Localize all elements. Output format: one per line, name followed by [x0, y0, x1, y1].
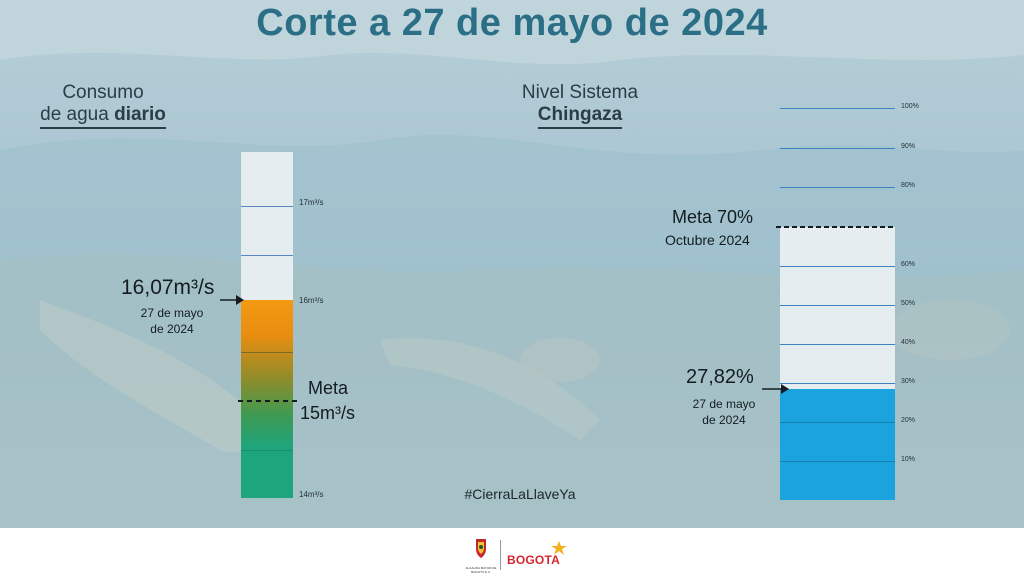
tick-90 — [780, 148, 895, 149]
tick-label-10: 10% — [901, 456, 916, 463]
meta-consumption-value: 15m³/s — [300, 403, 356, 423]
meta-dashed-line — [238, 400, 298, 402]
left-heading-line1: Consumo — [62, 82, 144, 103]
current-consumption-date: 27 de mayo de 2024 — [140, 306, 204, 336]
tick-60 — [780, 266, 895, 267]
star-icon — [551, 541, 567, 555]
alcaldia-caption: ALCALDÍA MAYOR DE BOGOTÁ D.C. — [465, 566, 497, 574]
tick-label-40: 40% — [901, 339, 916, 346]
footer — [0, 528, 1024, 576]
tick-label-80: 80% — [901, 182, 916, 189]
bogota-logo: BOGOTA — [507, 541, 569, 571]
consumption-column — [241, 152, 293, 498]
meta-level-sublabel: Octubre 2024 — [665, 232, 750, 248]
hashtag: #CierraLaLlaveYa — [464, 486, 576, 502]
tick-label-14: 14m³/s — [299, 490, 324, 499]
tick-label-60: 60% — [901, 261, 916, 268]
right-heading-line2: Chingaza — [537, 104, 623, 129]
tick-20 — [780, 422, 895, 423]
alcaldia-logo: ALCALDÍA MAYOR DE BOGOTÁ D.C. — [464, 537, 498, 574]
tick-100 — [780, 108, 895, 109]
gauge-fill — [780, 389, 895, 500]
tick-80 — [780, 187, 895, 188]
tick-40 — [780, 344, 895, 345]
bogota-wordmark: BOGOTA — [507, 553, 560, 567]
meta-consumption-label: Meta — [308, 378, 349, 398]
right-heading: Nivel Sistema Chingaza — [500, 82, 660, 129]
tick-label-16: 16m³/s — [299, 296, 324, 305]
right-heading-line1: Nivel Sistema — [521, 82, 639, 103]
reservoir-column — [780, 100, 895, 500]
arrow-right-icon — [220, 295, 244, 305]
tick-label-50: 50% — [901, 300, 916, 307]
tick-label-90: 90% — [901, 143, 916, 150]
tick-14-5 — [241, 450, 293, 451]
gauge-fill — [241, 300, 293, 498]
tick-16-5 — [241, 255, 293, 256]
tick-label-100: 100% — [901, 103, 919, 110]
consumption-gauge — [241, 152, 293, 498]
tick-label-30: 30% — [901, 378, 916, 385]
current-consumption-value: 16,07m³/s — [121, 276, 215, 299]
left-heading-line2: de agua diario — [40, 104, 166, 129]
tick-label-17: 17m³/s — [299, 198, 324, 207]
coat-of-arms-icon — [476, 539, 486, 558]
tick-17 — [241, 206, 293, 207]
page-title: Corte a 27 de mayo de 2024 — [256, 2, 768, 44]
tick-30 — [780, 383, 895, 384]
arrow-right-icon — [762, 384, 789, 394]
current-level-value: 27,82% — [686, 366, 754, 388]
left-heading: Consumo de agua diario — [18, 82, 188, 129]
meta-level-label: Meta 70% — [672, 207, 754, 227]
tick-15-5 — [241, 352, 293, 353]
footer-divider — [500, 540, 501, 570]
reservoir-gauge — [780, 227, 895, 500]
tick-50 — [780, 305, 895, 306]
tick-label-20: 20% — [901, 417, 916, 424]
meta-70-dashed-line — [776, 226, 896, 228]
current-level-date: 27 de mayo de 2024 — [692, 397, 756, 427]
tick-10 — [780, 461, 895, 462]
